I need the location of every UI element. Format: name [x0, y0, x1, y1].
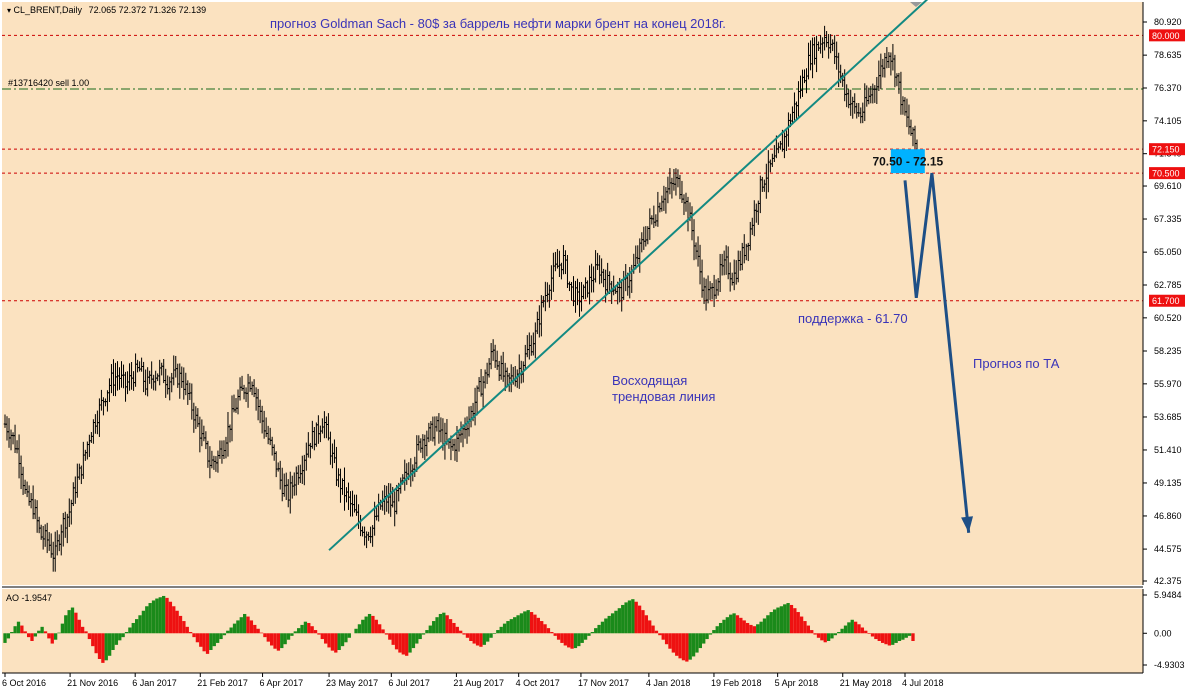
- price-tick-label: 46.860: [1154, 511, 1182, 521]
- price-tick-label: 78.635: [1154, 50, 1182, 60]
- symbol-label: CL_BRENT,Daily: [14, 5, 83, 15]
- ta-forecast-label: Прогноз по ТА: [973, 356, 1060, 371]
- ao-tick-label: -4.9303: [1154, 660, 1185, 670]
- ao-tick-label: 0.00: [1154, 628, 1172, 638]
- price-tick-label: 49.135: [1154, 478, 1182, 488]
- zone-label: 70.50 - 72.15: [872, 155, 943, 169]
- time-tick-label: 4 Oct 2017: [516, 678, 560, 688]
- order-label[interactable]: #13716420 sell 1.00: [8, 78, 89, 88]
- forecast-title: прогноз Goldman Sach - 80$ за баррель не…: [270, 16, 726, 31]
- price-tick-label: 42.375: [1154, 576, 1182, 586]
- price-tick-label: 53.685: [1154, 412, 1182, 422]
- price-tick-label: 55.970: [1154, 379, 1182, 389]
- time-tick-label: 6 Jan 2017: [132, 678, 177, 688]
- ohlc-values: 72.065 72.372 71.326 72.139: [89, 5, 207, 15]
- ascending-trendline[interactable]: [328, 0, 956, 551]
- price-tick-label: 44.575: [1154, 544, 1182, 554]
- forecast-path[interactable]: [903, 172, 971, 533]
- time-tick-label: 21 May 2018: [840, 678, 892, 688]
- price-tick-label: 65.050: [1154, 247, 1182, 257]
- time-tick-label: 23 May 2017: [326, 678, 378, 688]
- ao-tick-label: 5.9484: [1154, 590, 1182, 600]
- time-tick-label: 4 Jul 2018: [902, 678, 944, 688]
- price-axis[interactable]: 80.92078.63576.37074.10571.84069.61067.3…: [1142, 2, 1185, 586]
- price-tick-label: 74.105: [1154, 116, 1182, 126]
- time-tick-label: 21 Feb 2017: [197, 678, 248, 688]
- price-tick-label: 76.370: [1154, 83, 1182, 93]
- level-lines: [2, 34, 1143, 302]
- price-tick-label: 67.335: [1154, 214, 1182, 224]
- level-price-tag: [1149, 167, 1185, 180]
- target-zone[interactable]: [890, 149, 925, 174]
- time-tick-label: 6 Jul 2017: [388, 678, 430, 688]
- ao-plot-area[interactable]: [2, 589, 1143, 673]
- time-tick-label: 6 Oct 2016: [2, 678, 46, 688]
- price-tick-label: 51.410: [1154, 445, 1182, 455]
- time-tick-label: 17 Nov 2017: [578, 678, 629, 688]
- arrow-head-icon: [961, 516, 974, 533]
- level-price-label: 70.500: [1152, 169, 1180, 179]
- price-tick-label: 58.235: [1154, 346, 1182, 356]
- level-price-label: 80.000: [1152, 31, 1180, 41]
- time-tick-label: 4 Jan 2018: [646, 678, 691, 688]
- main-plot-area[interactable]: [2, 2, 1143, 585]
- time-tick-label: 21 Nov 2016: [67, 678, 118, 688]
- trend-label-line1: Восходящая: [612, 373, 687, 388]
- price-tick-label: 62.785: [1154, 280, 1182, 290]
- price-tick-label: 60.520: [1154, 313, 1182, 323]
- support-label: поддержка - 61.70: [798, 311, 908, 326]
- ao-axis[interactable]: 5.9484 0.00 -4.9303: [1142, 589, 1185, 673]
- window-menu-icon[interactable]: ▾: [7, 6, 11, 15]
- level-price-tag: [1149, 294, 1185, 307]
- trendline-group: [328, 0, 956, 551]
- time-tick-label: 5 Apr 2018: [775, 678, 819, 688]
- scroll-marker-icon[interactable]: [910, 2, 922, 7]
- trend-label-line2: трендовая линия: [612, 389, 715, 404]
- time-tick-label: 21 Aug 2017: [453, 678, 504, 688]
- level-price-tag: [1149, 29, 1185, 42]
- level-price-tag: [1149, 143, 1185, 156]
- price-tick-label: 69.610: [1154, 181, 1182, 191]
- level-price-label: 61.700: [1152, 296, 1180, 306]
- price-tick-label: 80.920: [1154, 17, 1182, 27]
- forecast-group: 70.50 - 72.15: [872, 149, 974, 533]
- level-price-label: 72.150: [1152, 145, 1180, 155]
- ao-label: AO -1.9547: [6, 593, 52, 603]
- time-tick-label: 19 Feb 2018: [711, 678, 762, 688]
- chart-header: ▾ CL_BRENT,Daily 72.065 72.372 71.326 72…: [7, 5, 206, 15]
- time-axis[interactable]: 6 Oct 2016 21 Nov 2016 6 Jan 2017 21 Feb 20…: [2, 672, 1143, 688]
- time-tick-label: 6 Apr 2017: [260, 678, 304, 688]
- ao-histogram: [3, 595, 915, 663]
